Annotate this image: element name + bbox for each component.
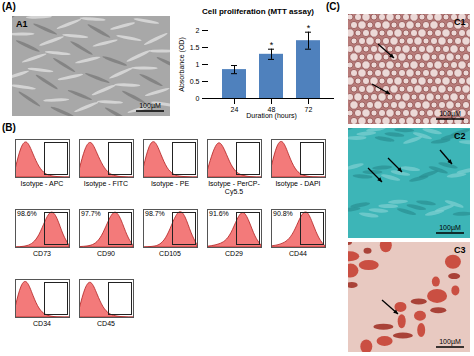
svg-text:2: 2: [196, 27, 200, 34]
svg-text:*: *: [270, 40, 274, 50]
svg-text:C3: C3: [454, 245, 466, 255]
html-text:Isotype - APC: Isotype - APC: [20, 180, 64, 187]
html-text:98.7%: 98.7%: [145, 210, 165, 217]
svg-text:1: 1: [196, 61, 200, 68]
svg-text:100µM: 100µM: [439, 224, 461, 232]
svg-text:48: 48: [267, 106, 276, 114]
html-text:Cell proliferation (MTT assay): Cell proliferation (MTT assay): [202, 7, 314, 16]
html-text:(A): (A): [2, 1, 16, 12]
svg-text:Absorbance (OD): Absorbance (OD): [178, 37, 186, 91]
html-text:91.6%: 91.6%: [209, 210, 229, 217]
html-text:CD45: CD45: [97, 320, 115, 327]
html-text:(C): (C): [326, 1, 340, 12]
svg-text:A1: A1: [16, 19, 28, 29]
svg-text:72: 72: [305, 106, 313, 113]
html-text:Isotype - PerCP-Cy5.5: Isotype - PerCP-Cy5.5: [208, 180, 260, 195]
svg-text:0.5: 0.5: [190, 78, 200, 85]
html-text:Isotype - DAPI: Isotype - DAPI: [275, 180, 321, 187]
svg-text:Duration (hours): Duration (hours): [246, 112, 297, 120]
svg-text:100µM: 100µM: [439, 338, 461, 346]
html-text:CD34: CD34: [33, 320, 51, 327]
svg-text:1.5: 1.5: [190, 44, 200, 51]
html-text:CD44: CD44: [289, 250, 307, 257]
html-text:Isotype - FITC: Isotype - FITC: [83, 180, 129, 187]
html-text:98.6%: 98.6%: [17, 210, 37, 217]
html-text:97.7%: 97.7%: [81, 210, 101, 217]
html-text:CD29: CD29: [225, 250, 243, 257]
svg-text:0: 0: [196, 95, 200, 102]
html-text:CD73: CD73: [33, 250, 51, 257]
svg-text:100µM: 100µM: [139, 102, 161, 110]
html-text:Isotype - PE: Isotype - PE: [150, 180, 190, 187]
html-text:CD90: CD90: [97, 250, 115, 257]
svg-text:*: *: [307, 23, 311, 33]
svg-text:24: 24: [231, 106, 239, 113]
svg-text:C2: C2: [454, 131, 466, 141]
html-text:(B): (B): [2, 122, 16, 133]
svg-text:100µM: 100µM: [439, 110, 461, 118]
svg-text:C1: C1: [454, 17, 466, 27]
html-text:CD105: CD105: [159, 250, 181, 257]
html-text:90.8%: 90.8%: [273, 210, 293, 217]
